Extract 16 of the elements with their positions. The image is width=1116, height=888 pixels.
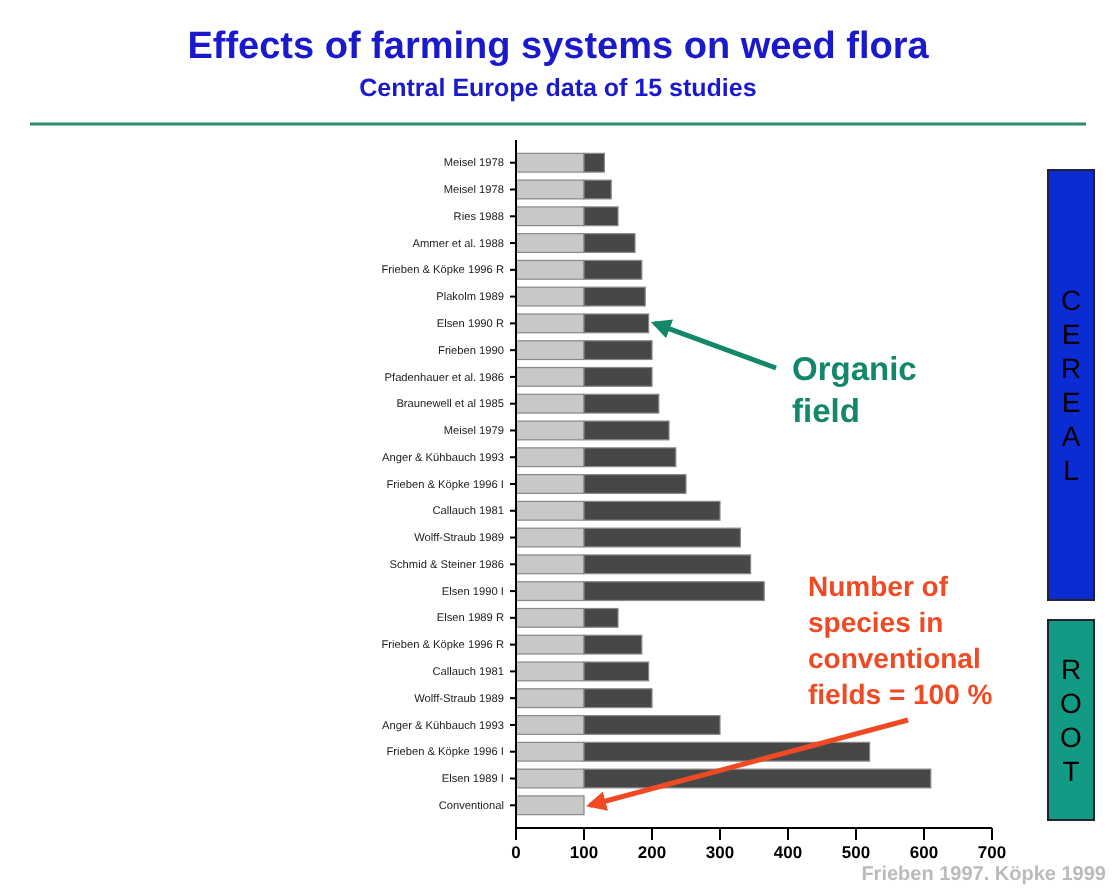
- bar: [515, 795, 585, 816]
- chart-subtitle: Central Europe data of 15 studies: [359, 74, 757, 102]
- x-tick-label: 100: [569, 842, 599, 863]
- x-tick-label: 300: [705, 842, 735, 863]
- x-tick-label: 200: [637, 842, 667, 863]
- text: Frieben 1997. Köpke 1999: [861, 864, 1107, 886]
- x-tick-label: 400: [773, 842, 803, 863]
- chart-title: Effects of farming systems on weed flora: [187, 26, 930, 68]
- x-tick-label: 700: [977, 842, 1007, 863]
- text: CEREAL: [1060, 284, 1082, 486]
- text: ROOT: [1060, 653, 1083, 787]
- annotation: Organic field: [792, 352, 917, 430]
- x-tick-label: 0: [511, 842, 522, 863]
- x-tick-label: 600: [909, 842, 939, 863]
- x-tick-label: 500: [841, 842, 871, 863]
- annotation: Number of species in conventional fields = 100 %: [808, 570, 994, 710]
